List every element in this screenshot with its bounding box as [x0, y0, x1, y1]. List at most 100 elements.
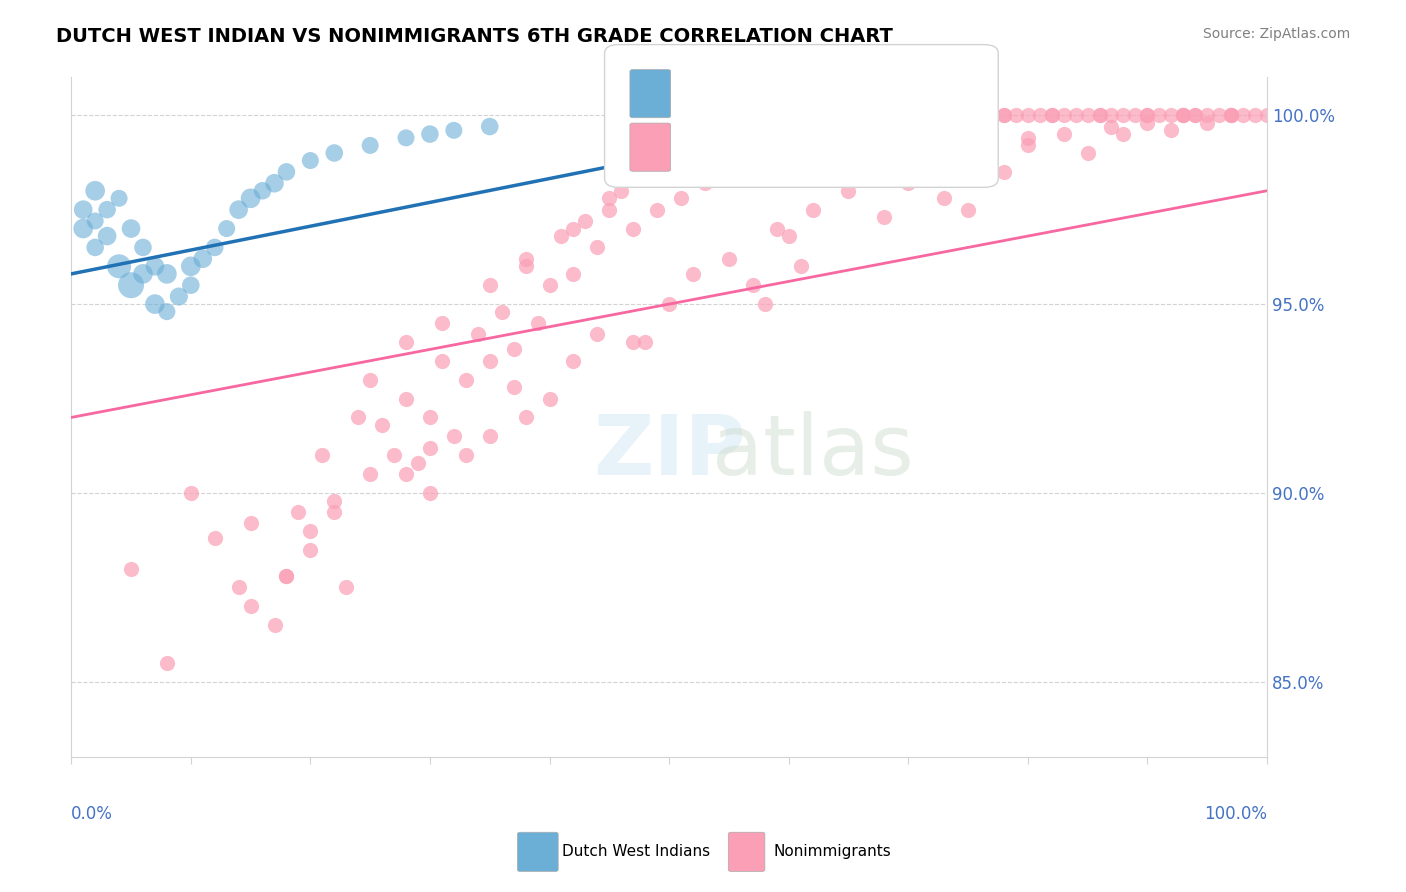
Point: [801, 131, 824, 145]
Point: [454, 373, 477, 387]
Point: [1004, 108, 1026, 122]
Point: [359, 467, 381, 481]
Point: [658, 153, 681, 168]
Point: [897, 116, 920, 130]
Point: [276, 569, 298, 583]
Text: R = 0.546: R = 0.546: [675, 85, 765, 103]
Point: [562, 221, 585, 235]
Point: [215, 221, 238, 235]
Point: [897, 116, 920, 130]
Point: [621, 334, 644, 349]
Point: [993, 165, 1015, 179]
Point: [945, 108, 967, 122]
Point: [228, 581, 250, 595]
Point: [693, 176, 716, 190]
Point: [538, 278, 561, 293]
Point: [467, 327, 489, 342]
Point: [682, 267, 704, 281]
Point: [239, 191, 262, 205]
Point: [406, 456, 429, 470]
Point: [395, 131, 418, 145]
Point: [276, 165, 298, 179]
Point: [717, 252, 740, 266]
Point: [1125, 108, 1147, 122]
Text: N =  38: N = 38: [823, 85, 891, 103]
Point: [778, 229, 800, 244]
Point: [969, 108, 991, 122]
Point: [682, 146, 704, 161]
Point: [371, 417, 394, 432]
Point: [837, 127, 859, 141]
Text: R = 0.468: R = 0.468: [675, 138, 765, 156]
Point: [574, 214, 596, 228]
Point: [980, 108, 1002, 122]
Point: [323, 146, 346, 161]
Point: [1052, 108, 1074, 122]
Point: [1136, 108, 1159, 122]
Point: [1088, 108, 1111, 122]
Point: [228, 202, 250, 217]
Point: [156, 267, 179, 281]
Point: [84, 240, 107, 254]
Point: [634, 334, 657, 349]
Point: [120, 221, 142, 235]
Point: [921, 153, 943, 168]
Point: [120, 278, 142, 293]
Point: [1040, 108, 1063, 122]
Point: [849, 108, 872, 122]
Point: [108, 260, 131, 274]
Point: [132, 267, 155, 281]
Point: [884, 120, 907, 134]
Point: [1088, 108, 1111, 122]
Point: [204, 240, 226, 254]
Point: [945, 112, 967, 126]
Point: [1149, 108, 1171, 122]
Point: [430, 353, 453, 368]
Point: [1077, 108, 1099, 122]
Point: [359, 138, 381, 153]
Point: [634, 165, 657, 179]
Point: [1197, 116, 1219, 130]
Point: [1112, 127, 1135, 141]
Point: [454, 448, 477, 462]
Text: Nonimmigrants: Nonimmigrants: [773, 845, 891, 859]
Point: [1160, 108, 1182, 122]
Point: [239, 516, 262, 531]
Point: [167, 289, 190, 303]
Point: [1101, 120, 1123, 134]
Point: [562, 353, 585, 368]
Point: [382, 448, 405, 462]
Point: [204, 531, 226, 545]
Point: [1077, 146, 1099, 161]
Point: [621, 221, 644, 235]
Point: [730, 127, 752, 141]
Point: [860, 123, 883, 137]
Point: [813, 131, 835, 145]
Point: [598, 202, 620, 217]
Point: [765, 221, 787, 235]
Text: N = 158: N = 158: [823, 138, 897, 156]
Point: [789, 138, 811, 153]
Point: [120, 561, 142, 575]
Point: [1220, 108, 1243, 122]
Point: [323, 505, 346, 519]
Point: [801, 116, 824, 130]
Point: [658, 165, 681, 179]
Point: [1160, 123, 1182, 137]
Point: [1232, 108, 1254, 122]
Point: [1173, 108, 1195, 122]
Point: [717, 153, 740, 168]
Point: [837, 108, 859, 122]
Point: [1208, 108, 1230, 122]
Point: [502, 343, 524, 357]
Point: [515, 252, 537, 266]
Text: 0.0%: 0.0%: [72, 805, 112, 823]
Point: [765, 146, 787, 161]
Point: [443, 429, 465, 443]
Point: [598, 191, 620, 205]
Point: [491, 304, 513, 318]
Point: [156, 304, 179, 318]
Point: [430, 316, 453, 330]
Point: [645, 202, 668, 217]
Point: [478, 120, 501, 134]
